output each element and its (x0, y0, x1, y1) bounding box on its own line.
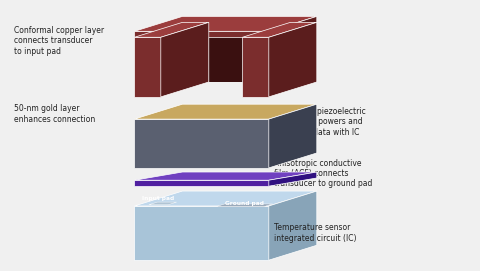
Polygon shape (242, 37, 269, 97)
Text: Temperature sensor
integrated circuit (IC): Temperature sensor integrated circuit (I… (274, 223, 356, 243)
Text: Microscale piezoelectric
transducer powers and
transmits data with IC: Microscale piezoelectric transducer powe… (274, 107, 365, 137)
Polygon shape (269, 22, 317, 97)
Polygon shape (134, 22, 209, 37)
Polygon shape (209, 22, 290, 82)
Polygon shape (216, 204, 273, 207)
Polygon shape (149, 202, 177, 205)
Text: Input pad: Input pad (142, 196, 175, 201)
Polygon shape (242, 22, 317, 37)
Polygon shape (134, 104, 317, 119)
Polygon shape (134, 119, 269, 168)
Polygon shape (269, 104, 317, 168)
Text: Conformal copper layer
connects transducer
to input pad: Conformal copper layer connects transduc… (14, 26, 105, 56)
Text: Anisotropic conductive
film (ACF) connects
transducer to ground pad: Anisotropic conductive film (ACF) connec… (274, 159, 372, 188)
Polygon shape (134, 191, 317, 206)
Polygon shape (269, 16, 317, 37)
Polygon shape (134, 180, 269, 186)
Polygon shape (134, 16, 317, 31)
Polygon shape (161, 22, 209, 97)
Text: Ground pad: Ground pad (225, 201, 264, 205)
Text: 50-nm gold layer
enhances connection: 50-nm gold layer enhances connection (14, 104, 96, 124)
Polygon shape (269, 191, 317, 260)
Polygon shape (134, 172, 317, 180)
Polygon shape (134, 37, 161, 97)
Polygon shape (269, 172, 317, 186)
Polygon shape (134, 31, 269, 37)
Polygon shape (134, 206, 269, 260)
